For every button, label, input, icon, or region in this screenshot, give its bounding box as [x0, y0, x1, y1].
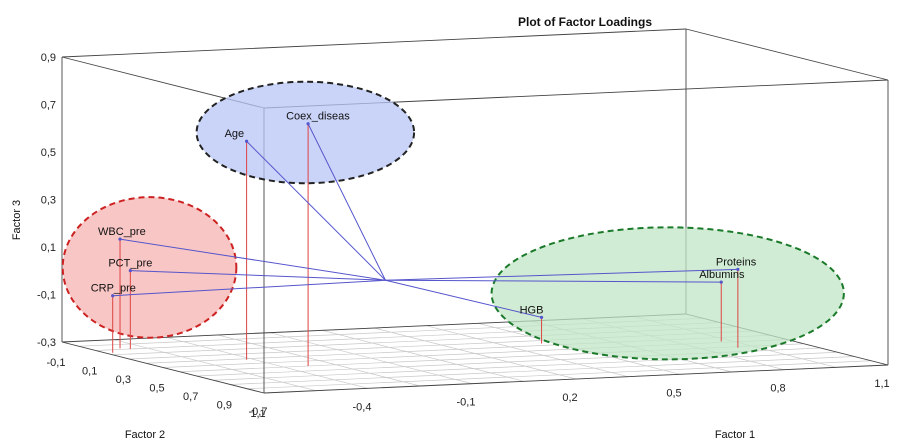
x-tick-label: -0,1 — [457, 397, 476, 409]
point-label-coex-diseas: Coex_diseas — [286, 111, 350, 123]
vector-wbc-pre — [119, 238, 386, 281]
point-label-pct-pre: PCT_pre — [108, 258, 152, 270]
y-tick-label: 0,9 — [217, 400, 232, 412]
point-label-proteins: Proteins — [716, 256, 757, 268]
x-tick-label: 0,8 — [770, 383, 785, 395]
x-tick-label: 0,2 — [562, 392, 577, 404]
vector-proteins — [385, 268, 738, 281]
x-axis-title: Factor 1 — [715, 429, 755, 441]
x-tick-label: 1,1 — [874, 378, 889, 390]
point-labels: Age Coex_diseas WBC_pre PCT_pre CRP_pre Prote… — [91, 111, 757, 317]
point-label-age: Age — [225, 128, 245, 140]
box-edge — [685, 28, 889, 81]
vector-pct-pre — [130, 270, 386, 281]
y-tick-label: 0,7 — [183, 391, 198, 403]
y-tick-label: 0,1 — [82, 366, 97, 378]
box-edge — [61, 28, 687, 58]
vector-hgb — [385, 279, 542, 318]
x-tick-label: -0,7 — [249, 406, 268, 418]
loading-vectors — [111, 122, 740, 319]
point-age — [245, 139, 249, 143]
cluster-ellipse-1 — [195, 80, 416, 185]
vector-crp-pre — [112, 279, 386, 297]
point-stems — [112, 123, 739, 366]
y-tick-label: 0,3 — [116, 374, 131, 386]
point-pct-pre — [128, 268, 132, 273]
cluster-ellipses — [61, 80, 845, 361]
y-tick-label: -0,1 — [47, 357, 66, 369]
box-edge — [263, 364, 889, 394]
point-label-wbc-pre: WBC_pre — [98, 226, 146, 238]
point-albumins — [719, 280, 723, 284]
x-tick-label: 0,5 — [666, 387, 681, 399]
point-wbc-pre — [118, 237, 122, 241]
z-axis-title: Factor 3 — [11, 200, 23, 240]
y-tick-label: 0,5 — [149, 383, 164, 395]
x-tick-label: -0,4 — [353, 401, 372, 413]
cluster-ellipse-2 — [61, 196, 238, 339]
z-tick-label: -0,1 — [37, 290, 56, 302]
point-coex-diseas — [306, 122, 310, 126]
point-crp-pre — [111, 294, 115, 298]
tick-labels: -0,7 -0,4 -0,1 0,2 0,5 0,8 1,1 -0,1 0,1 0,3 0,5 0,7… — [37, 52, 890, 420]
y-axis-title: Factor 2 — [125, 429, 165, 441]
cluster-ellipse-3 — [490, 226, 845, 361]
y-tick-label: 1,1 — [250, 408, 265, 420]
z-tick-label: 0,7 — [41, 100, 56, 112]
box-edge — [61, 341, 265, 394]
z-tick-label: 0,3 — [41, 195, 56, 207]
point-proteins — [736, 267, 740, 271]
floor-gridline-y — [213, 351, 838, 381]
point-label-hgb: HGB — [520, 304, 544, 316]
point-label-crp-pre: CRP_pre — [91, 283, 136, 295]
vector-age — [246, 140, 386, 281]
floor-gridline-y — [247, 360, 872, 390]
vector-coex-diseas — [307, 123, 386, 281]
floor-gridline-y — [230, 356, 855, 385]
point-label-albumins: Albumins — [699, 269, 745, 281]
vector-albumins — [385, 279, 722, 283]
z-tick-label: 0,5 — [41, 147, 56, 159]
z-tick-label: 0,1 — [41, 242, 56, 254]
chart-title: Plot of Factor Loadings — [518, 15, 652, 29]
z-tick-label: 0,9 — [41, 52, 56, 64]
point-hgb — [539, 315, 544, 319]
z-tick-label: -0,3 — [37, 337, 56, 349]
